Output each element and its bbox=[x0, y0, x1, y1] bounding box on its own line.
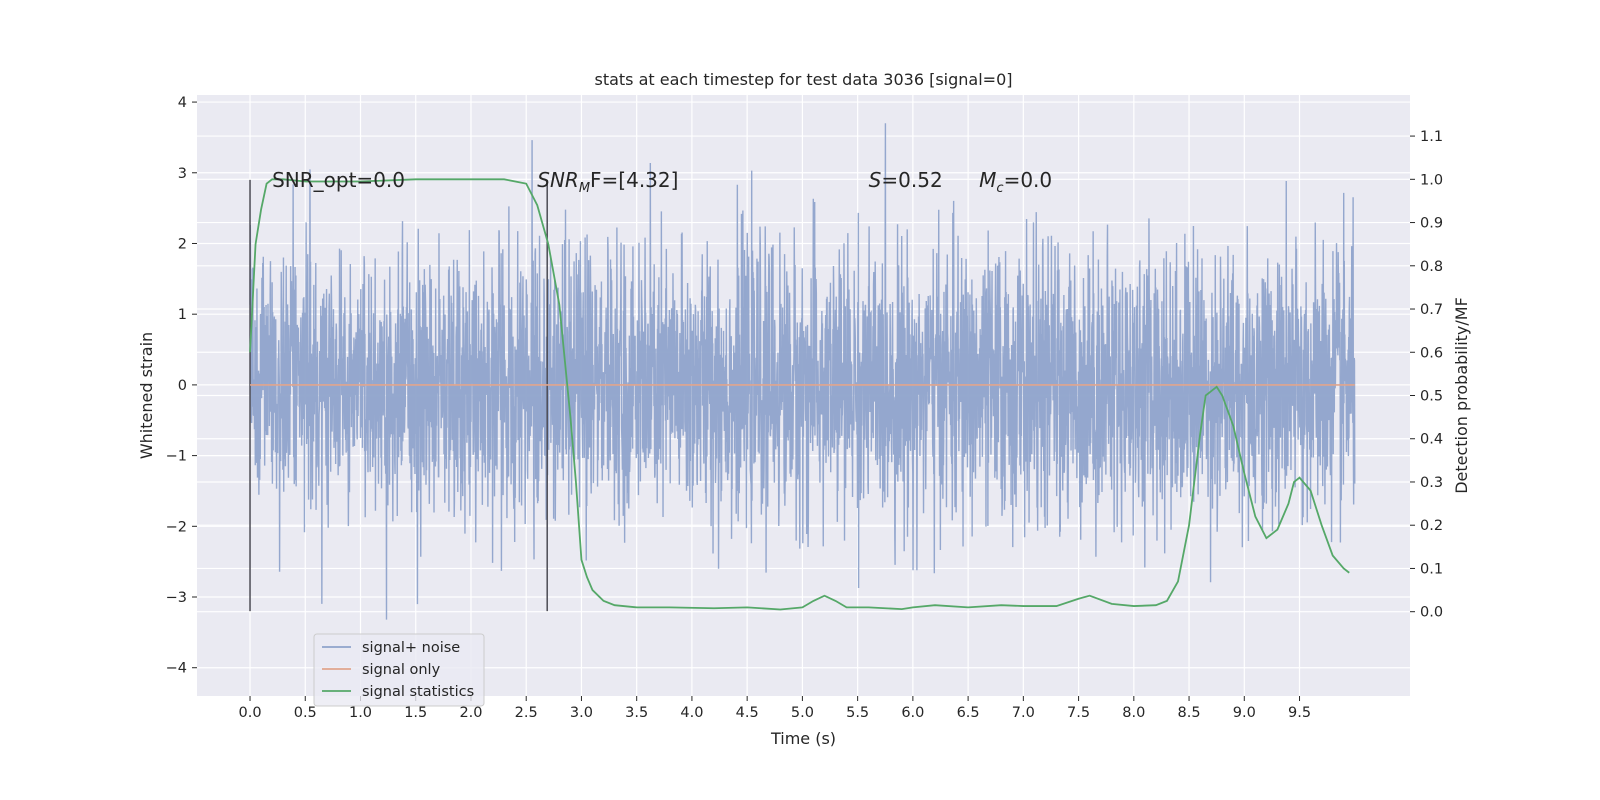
annotation-s-value: =0.52 bbox=[881, 168, 942, 192]
x-tick-label: 7.5 bbox=[1067, 705, 1090, 721]
chart-title: stats at each timestep for test data 303… bbox=[594, 70, 1012, 89]
y-right-tick-label: 0.2 bbox=[1420, 518, 1443, 534]
annotation-snr-mf: SNRMF=[4.32] bbox=[537, 168, 678, 196]
axis-ticks: 0.0 0.5 1.0 1.5 2.0 2.5 3.0 3.5 4.0 4.5 5.0 5.5 6.0 6… bbox=[166, 95, 1443, 721]
y-tick-label: 2 bbox=[178, 236, 187, 252]
annotation-s: S=0.52 bbox=[869, 168, 943, 192]
x-tick-label: 7.0 bbox=[1012, 705, 1035, 721]
y-tick-label: −4 bbox=[166, 661, 187, 677]
detection-markers bbox=[249, 179, 548, 612]
y-tick-label: 4 bbox=[178, 95, 187, 111]
y-axis-right-label: Detection probability/MF bbox=[1452, 297, 1471, 494]
x-tick-label: 3.0 bbox=[570, 705, 593, 721]
annotation-mc-value: =0.0 bbox=[1004, 168, 1053, 192]
signal-statistics-line bbox=[249, 178, 1350, 611]
annotation-s-label: S bbox=[869, 168, 882, 192]
y-right-tick-label: 0.8 bbox=[1420, 259, 1443, 275]
x-tick-label: 4.0 bbox=[680, 705, 703, 721]
x-tick-label: 8.5 bbox=[1178, 705, 1201, 721]
legend-label-signal-statistics: signal statistics bbox=[362, 684, 474, 700]
x-tick-label: 3.5 bbox=[625, 705, 648, 721]
annotation-snr-mf-sub: M bbox=[579, 181, 590, 196]
signal-noise-series bbox=[249, 123, 1356, 620]
y-right-tick-label: 1.0 bbox=[1420, 172, 1443, 188]
y-right-tick-label: 0.1 bbox=[1420, 561, 1443, 577]
y-right-tick-label: 0.4 bbox=[1420, 432, 1443, 448]
legend-label-signal-noise: signal+ noise bbox=[362, 640, 460, 656]
signal-noise-line bbox=[249, 123, 1356, 620]
x-tick-label: 1.0 bbox=[349, 705, 372, 721]
y-tick-label: 3 bbox=[178, 166, 187, 182]
annotation-mc: Mc=0.0 bbox=[979, 168, 1052, 196]
y-tick-label: −1 bbox=[166, 449, 187, 465]
x-tick-label: 0.5 bbox=[294, 705, 317, 721]
y-right-tick-label: 0.9 bbox=[1420, 216, 1443, 232]
y-tick-label: −3 bbox=[166, 590, 187, 606]
annotation-snr-mf-label: SNR bbox=[537, 168, 579, 192]
annotation-mc-label: M bbox=[979, 168, 996, 192]
y-right-tick-label: 0.0 bbox=[1420, 605, 1443, 621]
x-tick-label: 2.0 bbox=[459, 705, 482, 721]
legend-label-signal-only: signal only bbox=[362, 662, 441, 678]
y-right-tick-label: 0.7 bbox=[1420, 302, 1443, 318]
x-axis-label: Time (s) bbox=[770, 729, 836, 748]
x-tick-label: 9.5 bbox=[1288, 705, 1311, 721]
x-tick-label: 5.5 bbox=[846, 705, 869, 721]
x-tick-label: 6.5 bbox=[957, 705, 980, 721]
series-lines bbox=[249, 178, 1355, 611]
y-right-tick-label: 0.5 bbox=[1420, 389, 1443, 405]
x-tick-label: 2.5 bbox=[515, 705, 538, 721]
annotation-snr-mf-value: F=[4.32] bbox=[590, 168, 678, 192]
x-tick-label: 8.0 bbox=[1122, 705, 1145, 721]
legend-box bbox=[313, 633, 485, 707]
y-tick-label: 0 bbox=[178, 378, 187, 394]
y-right-tick-label: 0.3 bbox=[1420, 475, 1443, 491]
annotation-snr-opt: SNR_opt=0.0 bbox=[272, 168, 405, 192]
x-tick-label: 9.0 bbox=[1233, 705, 1256, 721]
y-right-tick-label: 0.6 bbox=[1420, 345, 1443, 361]
y-tick-label: 1 bbox=[178, 307, 187, 323]
x-tick-label: 0.0 bbox=[238, 705, 261, 721]
legend: signal+ noise signal only signal statist… bbox=[313, 633, 485, 707]
y-axis-label: Whitened strain bbox=[137, 332, 156, 459]
x-tick-label: 6.0 bbox=[901, 705, 924, 721]
x-tick-label: 1.5 bbox=[404, 705, 427, 721]
annotations: SNR_opt=0.0 SNRMF=[4.32] S=0.52 Mc=0.0 bbox=[272, 168, 1052, 196]
annotation-mc-sub: c bbox=[996, 181, 1003, 196]
y-right-tick-label: 1.1 bbox=[1420, 129, 1443, 145]
x-tick-label: 4.5 bbox=[736, 705, 759, 721]
y-tick-label: −2 bbox=[166, 519, 187, 535]
x-tick-label: 5.0 bbox=[791, 705, 814, 721]
